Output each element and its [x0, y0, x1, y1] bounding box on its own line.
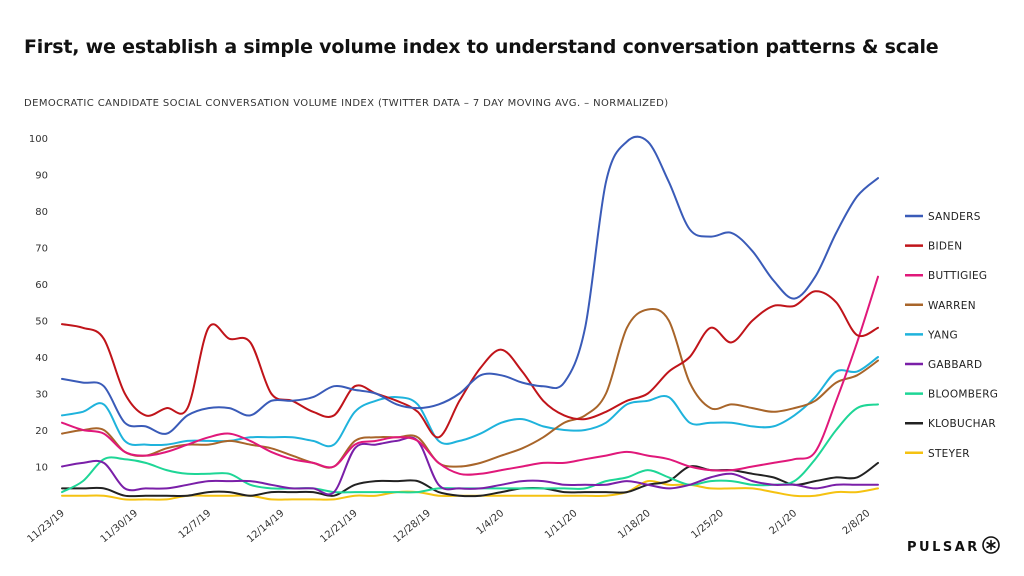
x-tick-label: 1/11/20	[543, 508, 580, 541]
x-tick-label: 11/30/19	[99, 508, 140, 545]
legend-label-klobuchar: KLOBUCHAR	[928, 418, 996, 430]
legend-label-buttigieg: BUTTIGIEG	[928, 270, 987, 282]
y-tick-label: 50	[35, 317, 48, 328]
y-tick-label: 70	[35, 244, 48, 255]
y-tick-label: 40	[35, 353, 48, 364]
x-tick-label: 1/25/20	[689, 508, 726, 541]
y-tick-label: 100	[29, 134, 48, 145]
series-line-warren	[61, 307, 879, 469]
legend-label-yang: YANG	[927, 329, 958, 341]
series-line-sanders	[61, 135, 879, 435]
series-lines	[61, 135, 879, 501]
y-tick-label: 80	[35, 207, 48, 218]
legend-label-biden: BIDEN	[928, 241, 962, 253]
x-tick-label: 1/18/20	[616, 508, 653, 541]
legend-label-steyer: STEYER	[928, 448, 970, 460]
chart-subtitle: DEMOCRATIC CANDIDATE SOCIAL CONVERSATION…	[24, 98, 669, 109]
x-tick-label: 12/28/19	[392, 508, 433, 545]
x-tick-label: 2/1/20	[768, 508, 800, 537]
pulsar-star-icon	[982, 536, 1000, 554]
x-tick-label: 12/21/19	[318, 508, 359, 545]
y-tick-label: 90	[35, 171, 48, 182]
x-tick-label: 2/8/20	[841, 508, 873, 537]
legend: SANDERS BIDEN BUTTIGIEG WARREN YANG GABBARD BL…	[905, 211, 998, 460]
x-tick-label: 11/23/19	[25, 508, 66, 545]
series-line-klobuchar	[61, 461, 879, 498]
legend-label-warren: WARREN	[928, 300, 976, 312]
series-line-yang	[61, 356, 879, 448]
slide-title: First, we establish a simple volume inde…	[24, 36, 939, 58]
legend-label-gabbard: GABBARD	[928, 359, 982, 371]
legend-label-sanders: SANDERS	[928, 211, 981, 223]
brand-wordmark: PULSAR	[907, 540, 980, 555]
x-tick-label: 1/4/20	[475, 508, 507, 537]
y-tick-label: 30	[35, 390, 48, 401]
x-tick-label: 12/7/19	[177, 508, 214, 541]
y-tick-label: 10	[35, 463, 48, 474]
y-tick-label: 60	[35, 280, 48, 291]
series-line-biden	[61, 290, 879, 439]
legend-label-bloomberg: BLOOMBERG	[928, 389, 998, 401]
series-line-buttigieg	[61, 275, 879, 476]
x-tick-label: 12/14/19	[245, 508, 286, 545]
y-tick-label: 20	[35, 426, 48, 437]
series-line-gabbard	[61, 436, 879, 496]
